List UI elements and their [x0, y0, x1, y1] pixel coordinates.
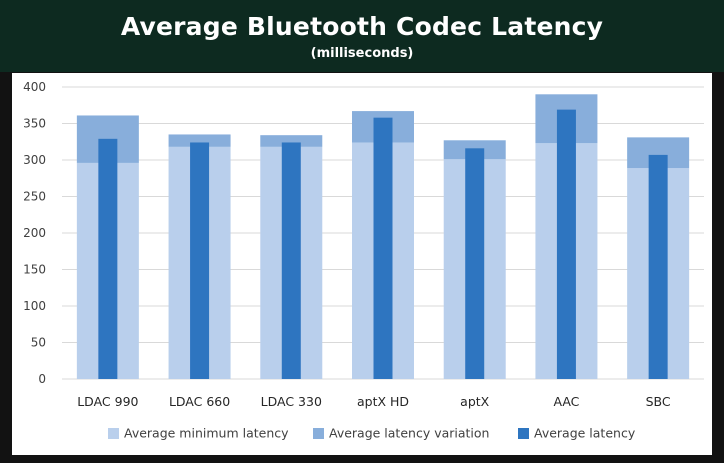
- bar-latency-variation: [168, 134, 231, 147]
- legend-swatch: [518, 428, 529, 439]
- y-tick-label: 400: [23, 80, 46, 94]
- bar-average-latency: [556, 109, 576, 379]
- x-tick-label: AAC: [553, 394, 579, 409]
- y-tick-label: 100: [23, 299, 46, 313]
- legend-swatch: [108, 428, 119, 439]
- y-tick-label: 0: [38, 372, 46, 386]
- legend-swatch: [313, 428, 324, 439]
- legend-label: Average latency variation: [329, 426, 489, 441]
- bar-average-latency: [465, 148, 485, 379]
- chart-title: Average Bluetooth Codec Latency: [120, 12, 604, 41]
- bar-average-latency: [373, 117, 393, 379]
- chart-subtitle: (milliseconds): [310, 46, 414, 61]
- y-tick-label: 250: [23, 190, 46, 204]
- legend-label: Average minimum latency: [124, 426, 289, 441]
- y-tick-label: 150: [23, 263, 46, 277]
- chart-header: Average Bluetooth Codec Latency (millise…: [0, 0, 724, 72]
- bar-average-latency: [98, 138, 118, 379]
- x-tick-label: aptX: [460, 394, 489, 409]
- bar-average-latency: [281, 142, 301, 379]
- x-tick-label: aptX HD: [357, 394, 409, 409]
- legend-label: Average latency: [534, 426, 636, 441]
- bar-average-latency: [648, 154, 668, 379]
- y-tick-label: 300: [23, 153, 46, 167]
- x-tick-label: LDAC 660: [169, 394, 230, 409]
- bar-latency-variation: [260, 135, 323, 147]
- chart-panel: 0 50 100 150 200 250 300 350 400 LDAC 990 LDAC 660…: [12, 73, 712, 455]
- y-tick-label: 50: [31, 336, 46, 350]
- y-tick-label: 350: [23, 117, 46, 131]
- x-tick-label: LDAC 330: [261, 394, 322, 409]
- bar-chart: 0 50 100 150 200 250 300 350 400 LDAC 990 LDAC 660…: [23, 80, 704, 441]
- x-tick-label: SBC: [646, 394, 671, 409]
- x-tick-label: LDAC 990: [77, 394, 138, 409]
- y-tick-label: 200: [23, 226, 46, 240]
- bar-average-latency: [190, 142, 210, 379]
